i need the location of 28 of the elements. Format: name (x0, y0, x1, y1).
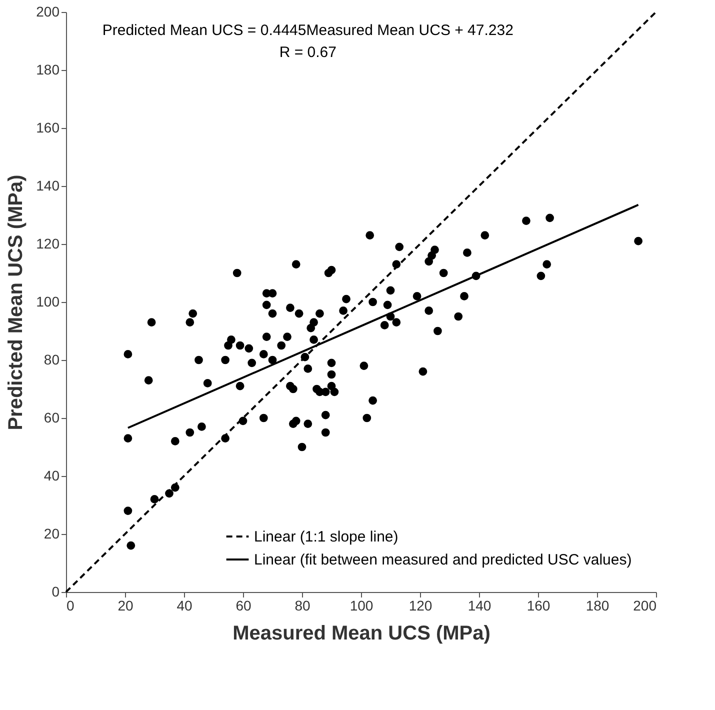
x-tick-label: 60 (236, 598, 252, 614)
legend-label: Linear (1:1 slope line) (254, 528, 398, 546)
y-tick-label: 40 (44, 468, 60, 484)
y-tick-label: 100 (36, 294, 60, 310)
annotation: R = 0.67 (279, 44, 336, 61)
y-tick-label: 0 (52, 584, 60, 600)
y-axis-title: Predicted Mean UCS (MPa) (5, 174, 28, 430)
y-tick-label: 120 (36, 236, 60, 252)
y-tick-label: 160 (36, 120, 60, 136)
y-tick-label: 180 (36, 62, 60, 78)
y-tick-label: 20 (44, 526, 60, 542)
y-tick-label: 140 (36, 178, 60, 194)
x-tick-label: 20 (118, 598, 134, 614)
x-tick-label: 0 (66, 598, 74, 614)
y-tick-label: 80 (44, 352, 60, 368)
x-tick-label: 100 (350, 598, 374, 614)
annotation: Predicted Mean UCS = 0.4445Measured Mean UCS + 47.232 (102, 22, 514, 39)
x-tick-label: 160 (526, 598, 550, 614)
legend-label: Linear (fit between measured and predicted USC values) (254, 552, 632, 568)
x-tick-label: 40 (176, 598, 192, 614)
x-tick-label: 200 (633, 598, 657, 614)
x-axis-title: Measured Mean UCS (MPa) (232, 622, 490, 644)
x-tick-label: 140 (468, 598, 492, 614)
x-tick-label: 180 (586, 598, 610, 614)
x-tick-label: 80 (294, 598, 310, 614)
y-tick-label: 200 (36, 4, 60, 20)
x-tick-label: 120 (408, 598, 432, 614)
y-tick-label: 60 (44, 410, 60, 426)
